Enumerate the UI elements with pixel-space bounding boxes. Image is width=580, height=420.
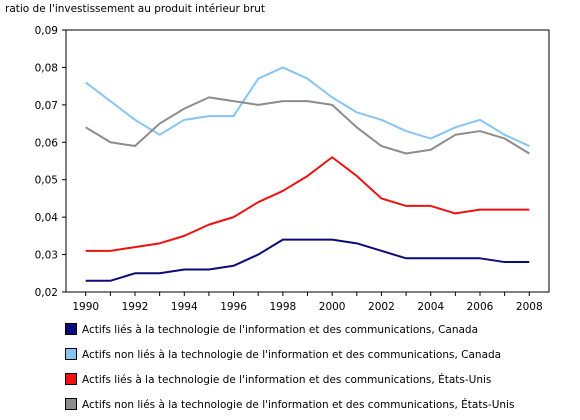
y-tick-label: 0,04 xyxy=(35,212,59,224)
y-tick-label: 0,05 xyxy=(35,175,58,187)
legend-label: Actifs non liés à la technologie de l'in… xyxy=(82,349,501,361)
legend-item: Actifs non liés à la technologie de l'in… xyxy=(65,398,514,411)
x-tick-label: 1994 xyxy=(171,301,198,313)
x-tick-label: 1992 xyxy=(122,301,149,313)
legend: Actifs liés à la technologie de l'inform… xyxy=(65,323,514,411)
y-tick-label: 0,07 xyxy=(35,100,58,112)
y-tick-label: 0,02 xyxy=(35,287,58,299)
series-line-2 xyxy=(85,66,530,147)
legend-swatch xyxy=(65,348,77,360)
series-line-1 xyxy=(85,238,530,282)
x-tick-label: 1990 xyxy=(72,301,99,313)
x-tick-label: 2000 xyxy=(319,301,346,313)
series-line-4 xyxy=(85,96,530,155)
y-tick-label: 0,03 xyxy=(35,250,58,262)
x-tick-label: 1996 xyxy=(220,301,247,313)
legend-label: Actifs non liés à la technologie de l'in… xyxy=(82,398,514,411)
x-tick-label: 1998 xyxy=(269,301,296,313)
x-tick-label: 2006 xyxy=(467,301,494,313)
y-axis-ticks: 0,02 0,03 0,04 0,05 0,06 0,07 0,08 0,09 xyxy=(35,25,66,299)
x-tick-label: 2004 xyxy=(417,301,444,313)
series-lines xyxy=(85,66,530,282)
x-axis-ticks: 1990 1992 1994 1996 1998 2000 2002 2004 2006 2008 xyxy=(72,292,543,313)
legend-swatch xyxy=(65,373,77,385)
series-line-3 xyxy=(85,156,530,252)
legend-item: Actifs non liés à la technologie de l'in… xyxy=(65,348,501,361)
y-tick-label: 0,08 xyxy=(35,62,58,74)
legend-item: Actifs liés à la technologie de l'inform… xyxy=(65,373,491,386)
legend-label: Actifs liés à la technologie de l'inform… xyxy=(82,324,478,336)
x-tick-label: 2002 xyxy=(368,301,395,313)
legend-swatch xyxy=(65,323,77,335)
y-tick-label: 0,06 xyxy=(35,137,59,149)
y-axis-title: ratio de l'investissement au produit int… xyxy=(5,3,265,15)
plot-frame xyxy=(65,29,550,293)
x-tick-label: 2008 xyxy=(516,301,543,313)
y-tick-label: 0,09 xyxy=(35,25,58,37)
legend-swatch xyxy=(65,398,77,410)
legend-label: Actifs liés à la technologie de l'inform… xyxy=(82,373,491,386)
legend-item: Actifs liés à la technologie de l'inform… xyxy=(65,323,478,336)
